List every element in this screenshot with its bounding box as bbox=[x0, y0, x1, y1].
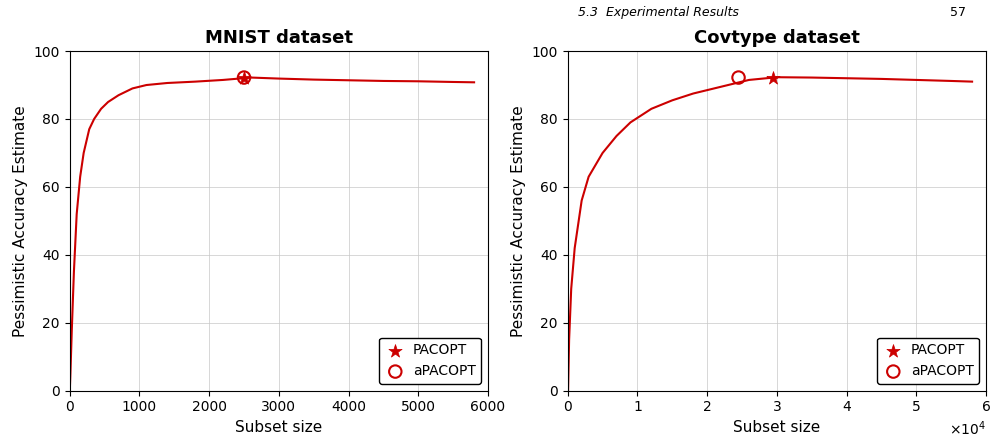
Text: $\times 10^4$: $\times 10^4$ bbox=[949, 420, 986, 438]
X-axis label: Subset size: Subset size bbox=[733, 420, 821, 435]
Text: 57: 57 bbox=[950, 6, 966, 19]
Legend: PACOPT, aPACOPT: PACOPT, aPACOPT bbox=[877, 338, 979, 384]
X-axis label: Subset size: Subset size bbox=[235, 420, 323, 435]
PACOPT bbox=[765, 74, 781, 81]
aPACOPT bbox=[236, 74, 252, 81]
Y-axis label: Pessimistic Accuracy Estimate: Pessimistic Accuracy Estimate bbox=[511, 105, 526, 337]
Title: MNIST dataset: MNIST dataset bbox=[205, 29, 353, 47]
Legend: PACOPT, aPACOPT: PACOPT, aPACOPT bbox=[379, 338, 481, 384]
Title: Covtype dataset: Covtype dataset bbox=[694, 29, 860, 47]
aPACOPT bbox=[731, 74, 747, 81]
Text: 5.3  Experimental Results: 5.3 Experimental Results bbox=[578, 6, 739, 19]
PACOPT bbox=[236, 74, 252, 81]
Y-axis label: Pessimistic Accuracy Estimate: Pessimistic Accuracy Estimate bbox=[13, 105, 28, 337]
